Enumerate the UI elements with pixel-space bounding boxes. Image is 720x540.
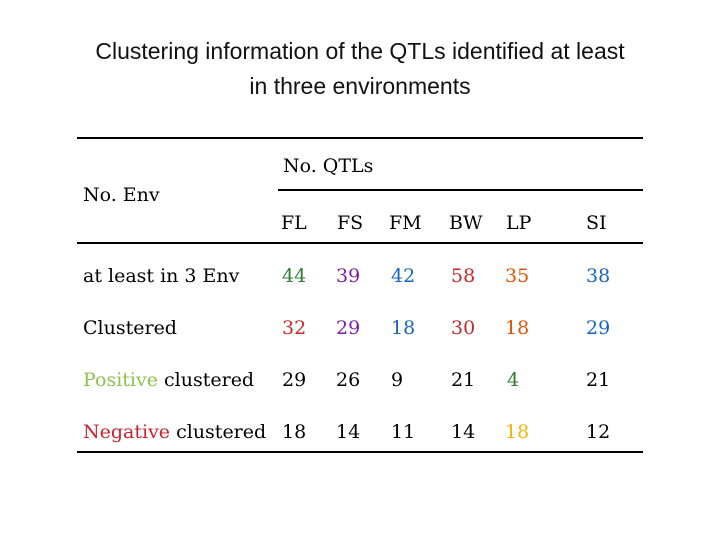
- cell-r4-lp: 18: [505, 421, 530, 443]
- cell-r3-fm: 9: [391, 369, 404, 391]
- cell-r2-fl: 32: [282, 317, 307, 339]
- header-bottom-rule: [77, 242, 643, 244]
- cell-r2-lp: 18: [505, 317, 530, 339]
- cell-r4-bw: 14: [451, 421, 476, 443]
- group-header: No. QTLs: [283, 155, 374, 177]
- cell-r2-si: 29: [586, 317, 611, 339]
- cell-r4-fl: 18: [282, 421, 307, 443]
- cell-r3-bw: 21: [451, 369, 476, 391]
- cell-r1-lp: 35: [505, 265, 530, 287]
- slide-title: Clustering information of the QTLs ident…: [20, 34, 700, 104]
- title-line-2: in three environments: [249, 73, 471, 99]
- row-header: No. Env: [83, 184, 160, 206]
- cell-r2-fm: 18: [391, 317, 416, 339]
- row-label-negative-clustered: Negative clustered: [83, 421, 266, 443]
- cell-r3-lp: 4: [507, 369, 520, 391]
- group-header-rule: [278, 189, 643, 191]
- cell-r3-fl: 29: [282, 369, 307, 391]
- cell-r3-si: 21: [586, 369, 611, 391]
- column-header-fl: FL: [281, 212, 307, 234]
- cell-r2-fs: 29: [336, 317, 361, 339]
- cell-r3-fs: 26: [336, 369, 361, 391]
- cell-r4-si: 12: [586, 421, 611, 443]
- column-header-lp: LP: [506, 212, 532, 234]
- cell-r1-fs: 39: [336, 265, 361, 287]
- row-label-at-least-3-env: at least in 3 Env: [83, 265, 240, 287]
- negative-word: Negative: [83, 421, 171, 443]
- column-header-fs: FS: [337, 212, 364, 234]
- column-header-si: SI: [586, 212, 607, 234]
- column-header-bw: BW: [449, 212, 483, 234]
- row-label-positive-clustered: Positive clustered: [83, 369, 254, 391]
- row-label-clustered: Clustered: [83, 317, 177, 339]
- column-header-fm: FM: [389, 212, 422, 234]
- cell-r4-fm: 11: [391, 421, 416, 443]
- cell-r1-si: 38: [586, 265, 611, 287]
- title-line-1: Clustering information of the QTLs ident…: [95, 38, 625, 64]
- positive-rest: clustered: [157, 369, 255, 391]
- cell-r1-bw: 58: [451, 265, 476, 287]
- cell-r1-fl: 44: [282, 265, 307, 287]
- table-bottom-rule: [77, 451, 643, 453]
- cell-r1-fm: 42: [391, 265, 416, 287]
- negative-rest: clustered: [170, 421, 267, 443]
- table-top-rule: [77, 137, 643, 139]
- cell-r2-bw: 30: [451, 317, 476, 339]
- cell-r4-fs: 14: [336, 421, 361, 443]
- positive-word: Positive: [83, 369, 158, 391]
